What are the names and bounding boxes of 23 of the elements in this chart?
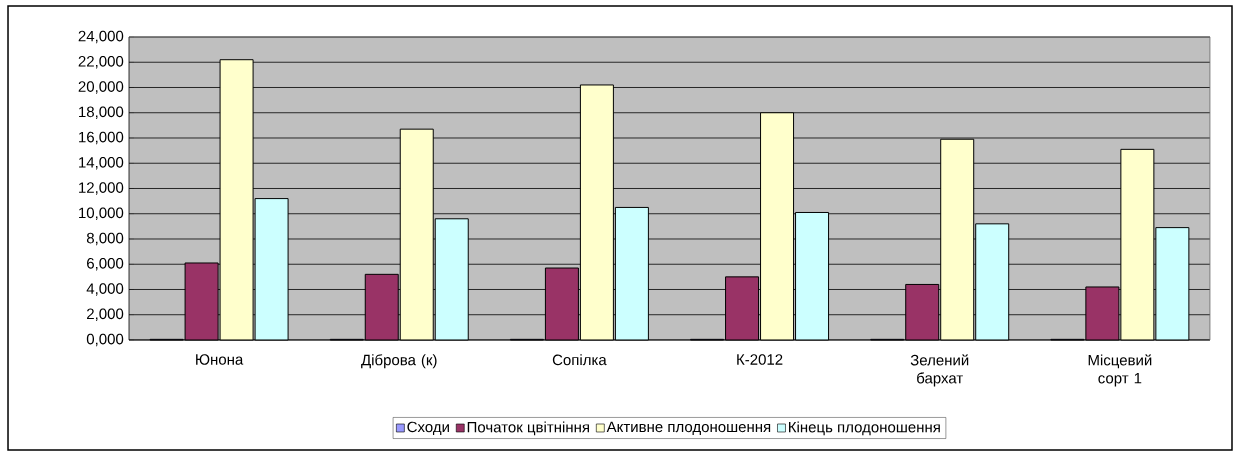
legend-label: Сходи <box>407 421 449 436</box>
y-tick-label: 24,000 <box>78 30 124 44</box>
y-tick-label: 4,000 <box>86 283 124 296</box>
y-tick-label: 12,000 <box>79 182 124 195</box>
y-tick-label: 20,000 <box>78 81 124 94</box>
y-tick-label: 2,000 <box>87 308 124 321</box>
x-tick-label: Зелений бархат <box>910 354 969 387</box>
legend-label: Активне плодоношення <box>606 421 771 436</box>
y-tick-label: 8,000 <box>86 232 124 246</box>
legend-label: Початок цвітніння <box>467 421 589 436</box>
legend-label: Кінець плодоношення <box>789 421 940 436</box>
y-tick-label: 6,000 <box>87 258 124 271</box>
x-tick-label: Місцевий сорт 1 <box>1088 354 1152 387</box>
y-tick-label: 0,000 <box>86 333 124 347</box>
y-tick-label: 18,000 <box>79 106 124 119</box>
x-tick-label: К-2012 <box>737 354 783 365</box>
x-tick-label: Сопілка <box>552 354 607 366</box>
x-tick-label: Юнона <box>196 354 244 365</box>
y-tick-label: 16,000 <box>79 131 124 145</box>
x-tick-label: Діброва (к) <box>361 354 437 369</box>
y-tick-label: 10,000 <box>79 207 124 220</box>
y-tick-label: 14,000 <box>79 157 124 170</box>
y-tick-label: 22,000 <box>78 56 124 69</box>
